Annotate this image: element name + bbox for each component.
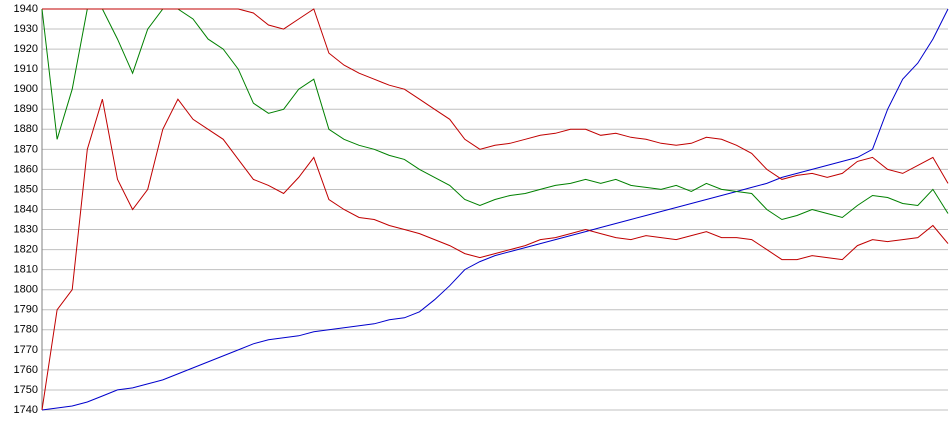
line-series [41,98,949,411]
y-tick-label: 1740 [14,404,38,416]
y-tick-label: 1930 [14,23,38,35]
y-tick-label: 1900 [14,83,38,95]
y-tick-label: 1830 [14,223,38,235]
line-series [41,8,949,411]
y-tick-label: 1820 [14,244,38,256]
y-tick-label: 1860 [14,163,38,175]
line-series [41,8,949,221]
y-tick-label: 1750 [14,384,38,396]
y-tick-label: 1870 [14,143,38,155]
y-tick-label: 1760 [14,364,38,376]
y-tick-label: 1880 [14,123,38,135]
y-tick-label: 1790 [14,304,38,316]
y-tick-label: 1770 [14,344,38,356]
line-series [42,8,949,184]
y-tick-label: 1810 [14,264,38,276]
y-tick-label: 1920 [14,43,38,55]
y-tick-label: 1800 [14,284,38,296]
y-tick-label: 1890 [14,103,38,115]
y-tick-label: 1840 [14,203,38,215]
y-tick-label: 1850 [14,183,38,195]
y-tick-label: 1780 [14,324,38,336]
y-tick-label: 1910 [14,63,38,75]
y-tick-label: 1940 [14,3,38,15]
